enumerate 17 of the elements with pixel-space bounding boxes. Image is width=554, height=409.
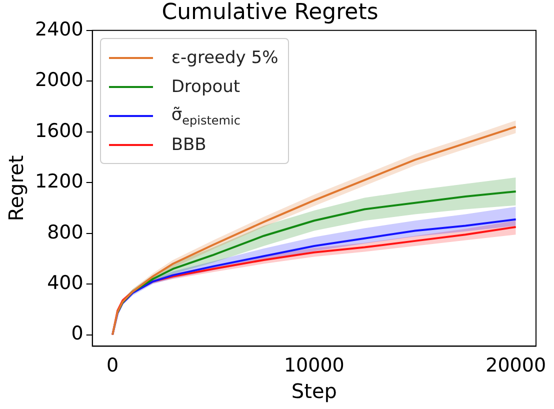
x-tick-label: 20000 bbox=[486, 354, 546, 377]
chart-title: Cumulative Regrets bbox=[162, 0, 378, 25]
y-tick-label: 2400 bbox=[34, 18, 84, 40]
x-tick-label: 10000 bbox=[284, 354, 344, 377]
y-tick-label: 2000 bbox=[34, 69, 84, 92]
y-tick-label: 1200 bbox=[34, 170, 84, 193]
y-tick-label: 800 bbox=[47, 221, 84, 244]
legend-label: ε-greedy 5% bbox=[171, 48, 278, 68]
legend-label: σ̃$_{epistemic}$ bbox=[171, 104, 240, 128]
x-tick-label: 0 bbox=[106, 354, 119, 377]
legend-label: Dropout bbox=[171, 76, 240, 97]
y-tick-label: 400 bbox=[47, 272, 84, 294]
y-tick-label: 0 bbox=[71, 322, 84, 345]
x-axis-title: Step bbox=[291, 379, 337, 404]
y-tick-label: 1600 bbox=[34, 120, 84, 142]
legend-label: BBB bbox=[171, 134, 206, 155]
y-axis-title: Regret bbox=[4, 155, 28, 222]
